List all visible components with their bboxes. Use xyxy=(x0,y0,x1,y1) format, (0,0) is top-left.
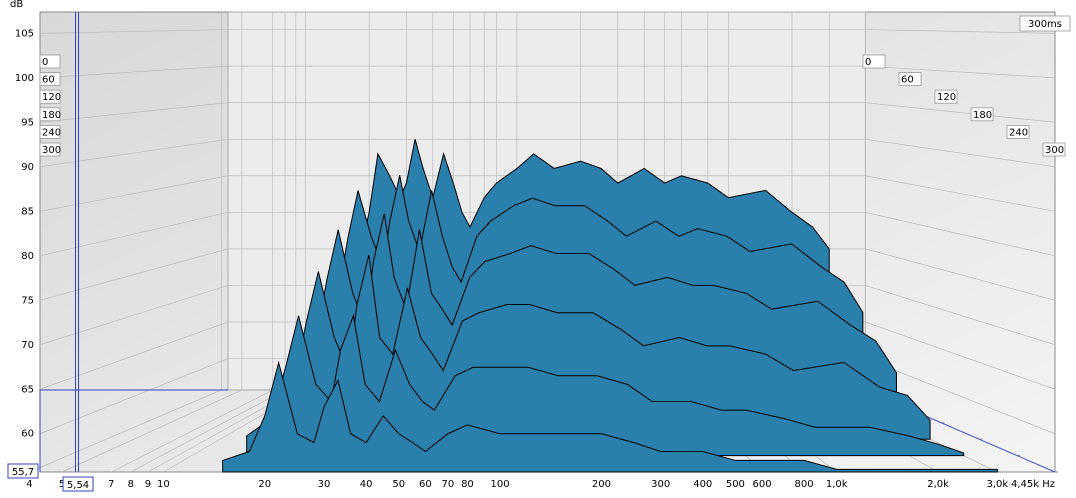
grid-line xyxy=(39,65,1056,79)
z-tick-label: 120 xyxy=(42,92,61,103)
cursor-y-label: 55,7 xyxy=(12,467,34,478)
z-tick-box xyxy=(970,107,994,122)
z-tick-label: 240 xyxy=(1009,127,1028,138)
z-tick-box xyxy=(1042,142,1066,157)
x-tick-label: 5 xyxy=(59,479,65,490)
time-box xyxy=(1019,15,1071,32)
y-tick-label: 80 xyxy=(21,251,34,262)
waterfall-slice xyxy=(246,313,965,457)
y-tick-label: 60 xyxy=(21,429,34,440)
x-tick-label: 500 xyxy=(726,479,745,490)
z-tick-label: 0 xyxy=(42,57,48,68)
x-tick-label: 60 xyxy=(419,479,432,490)
y-tick-label: 95 xyxy=(21,117,34,128)
x-tick-label: 200 xyxy=(592,479,611,490)
x-tick-label: 600 xyxy=(752,479,771,490)
z-tick-box xyxy=(39,125,61,139)
z-tick-box xyxy=(39,72,61,86)
y-tick-label: 70 xyxy=(21,340,34,351)
z-tick-label: 300 xyxy=(42,145,61,156)
x-tick-label: 30 xyxy=(318,479,331,490)
x-tick-label: 100 xyxy=(491,479,510,490)
z-tick-box xyxy=(39,142,61,157)
x-tick-label: 20 xyxy=(258,479,271,490)
x-tick-label: 400 xyxy=(693,479,712,490)
x-tick-label: 7 xyxy=(108,479,114,490)
z-tick-box xyxy=(898,72,922,86)
x-tick-label: 8 xyxy=(128,479,134,490)
z-tick-label: 180 xyxy=(973,110,992,121)
waterfall-slice xyxy=(222,360,998,473)
z-tick-label: 300 xyxy=(1045,145,1064,156)
x-tick-label: 50 xyxy=(392,479,405,490)
z-tick-label: 240 xyxy=(42,127,61,138)
z-tick-label: 0 xyxy=(865,57,871,68)
x-tick-label: 3,0k xyxy=(986,479,1008,490)
x-tick-label: 1,0k xyxy=(826,479,848,490)
y-tick-label: 105 xyxy=(15,28,34,39)
grid-line xyxy=(39,138,1056,168)
x-tick-label: 80 xyxy=(461,479,474,490)
z-tick-box xyxy=(39,54,61,69)
y-tick-label: 65 xyxy=(21,384,34,395)
grid-line xyxy=(39,102,1056,123)
y-axis-label: dB xyxy=(10,0,23,10)
x-tick-label: 40 xyxy=(360,479,373,490)
x-tick-label: 9 xyxy=(145,479,151,490)
x-tick-label: 4,45k Hz xyxy=(1011,479,1055,490)
z-tick-box xyxy=(1006,125,1030,139)
time-label: 300ms xyxy=(1028,19,1062,30)
x-tick-label: 800 xyxy=(795,479,814,490)
z-tick-label: 60 xyxy=(901,75,914,86)
y-tick-label: 85 xyxy=(21,206,34,217)
grid-line xyxy=(39,29,1056,34)
x-tick-label: 70 xyxy=(442,479,455,490)
z-tick-box xyxy=(39,89,61,104)
x-tick-label: 10 xyxy=(157,479,170,490)
y-tick-label: 90 xyxy=(21,162,34,173)
x-tick-label: 2,0k xyxy=(927,479,949,490)
grid-line xyxy=(61,12,243,473)
z-tick-box xyxy=(934,89,958,104)
y-tick-label: 75 xyxy=(21,295,34,306)
x-tick-label: 300 xyxy=(651,479,670,490)
cursor-y xyxy=(39,389,228,472)
cursor-box xyxy=(62,476,94,492)
z-tick-label: 180 xyxy=(42,110,61,121)
z-tick-box xyxy=(39,107,61,122)
z-tick-label: 120 xyxy=(937,92,956,103)
cursor-x-label: 5,54 xyxy=(67,480,89,491)
x-tick-label: 4 xyxy=(26,479,32,490)
cursor-box xyxy=(7,463,39,479)
z-tick-box xyxy=(862,54,886,69)
y-tick-label: 100 xyxy=(15,73,34,84)
z-tick-label: 60 xyxy=(42,75,55,86)
